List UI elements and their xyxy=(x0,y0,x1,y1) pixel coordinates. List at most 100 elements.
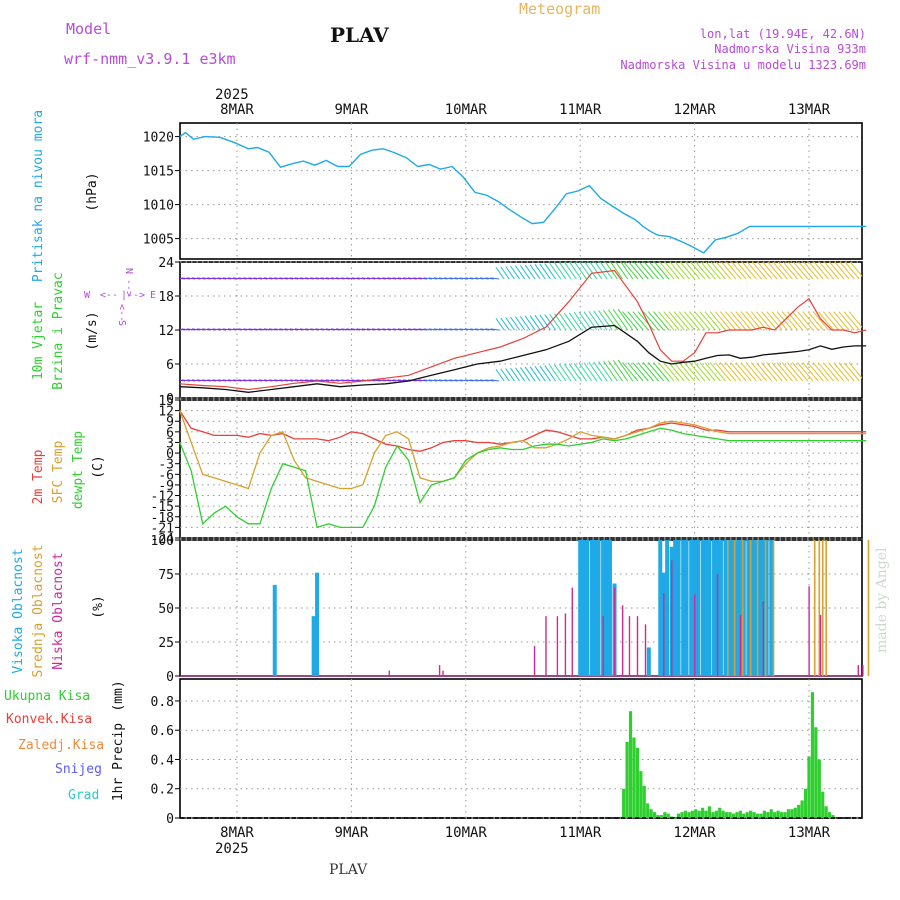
wind-arrow xyxy=(500,266,510,280)
wind-arrow xyxy=(642,311,659,331)
y-tick-label: 9 xyxy=(166,415,174,430)
wind-arrow xyxy=(475,277,484,280)
y-tick-label: 1010 xyxy=(143,199,174,214)
wind-arrow xyxy=(222,328,232,331)
wind-arrow xyxy=(817,311,834,331)
precip-bar xyxy=(773,812,777,818)
precip-bar xyxy=(779,812,784,818)
precip-bar xyxy=(728,812,732,818)
high-cloud-bar xyxy=(578,540,583,676)
wind-arrow xyxy=(534,264,546,280)
model-name: wrf-nmm_v3.9.1 e3km xyxy=(64,50,236,68)
precip-bar xyxy=(652,812,657,818)
low-cloud-bar xyxy=(613,587,616,676)
wind-arrow xyxy=(480,328,489,331)
wind-arrow xyxy=(695,262,711,280)
wind-arrow xyxy=(181,277,191,280)
wind-arrow xyxy=(715,262,732,280)
wind-arrow xyxy=(346,328,355,331)
wind-arrow xyxy=(761,362,778,382)
wind-arrow xyxy=(844,262,860,280)
wind-arrow xyxy=(710,262,726,280)
wind-arrow xyxy=(284,277,294,280)
wind-arrow xyxy=(269,277,278,280)
wind-arrow xyxy=(336,277,345,280)
wind-arrow xyxy=(341,277,350,280)
wind-arrow xyxy=(607,309,623,331)
wind-arrow xyxy=(341,379,350,382)
mid-cloud-bar xyxy=(764,540,767,676)
wind-arrow xyxy=(786,362,804,382)
wind-arrow xyxy=(673,362,690,382)
wind-arrow xyxy=(418,328,427,331)
mid-cloud-bar xyxy=(749,540,752,676)
mid-cloud-bar xyxy=(825,540,827,676)
wind-arrow xyxy=(720,262,737,280)
wind-arrow xyxy=(689,311,706,331)
wind-arrow xyxy=(817,362,834,382)
wind-arrow xyxy=(480,379,489,382)
cloud-unit: (%) xyxy=(91,595,106,618)
wind-arrow xyxy=(604,262,618,280)
precip-bar xyxy=(735,812,739,818)
precip-bar xyxy=(738,810,742,818)
mid-cloud-bar xyxy=(772,540,775,676)
wind-arrow xyxy=(475,328,484,331)
wind-arrow xyxy=(500,368,510,382)
wind-arrow xyxy=(638,262,654,280)
wind-arrow xyxy=(529,366,541,382)
wind-arrow xyxy=(529,264,541,280)
wind-arrow xyxy=(505,317,515,331)
precip-bar xyxy=(628,711,633,818)
wind-arrow xyxy=(366,277,376,280)
precip-bar xyxy=(731,813,736,818)
wind-arrow xyxy=(372,277,381,280)
high-cloud-bar xyxy=(769,540,774,676)
wind-arrow xyxy=(678,362,695,382)
wind-arrow xyxy=(822,362,840,382)
wind-arrow xyxy=(615,262,629,280)
wind-arrow xyxy=(305,277,314,280)
wind-arrow xyxy=(573,363,587,382)
y-tick-label: -12 xyxy=(151,490,174,505)
wind-arrow xyxy=(663,362,680,382)
high-cloud-bar xyxy=(738,540,743,676)
wind-arrow xyxy=(315,277,325,280)
y-tick-label: 3 xyxy=(166,436,174,451)
wind-arrow xyxy=(284,328,294,331)
wind-arrow xyxy=(808,262,824,280)
wind-arrow xyxy=(490,379,500,382)
precip-bar xyxy=(687,812,691,818)
y-tick-label: 12 xyxy=(158,324,174,339)
wind-arrow xyxy=(330,379,340,382)
precip-bar xyxy=(821,791,825,818)
wind-arrow xyxy=(387,277,397,280)
wind-arrow xyxy=(637,311,654,331)
precip-bar xyxy=(632,737,636,818)
precip-bar xyxy=(725,812,729,818)
wind-arrow xyxy=(274,328,283,331)
lonlat: lon,lat (19.94E, 42.6N) xyxy=(700,27,866,41)
wind-arrow xyxy=(490,277,500,280)
chart-title: Meteogram xyxy=(519,0,600,18)
wind-arrow xyxy=(459,328,469,331)
panel-4: 0 0.2 0.4 0.6 0.8 xyxy=(151,678,863,827)
wind-arrow xyxy=(573,262,587,280)
wind-arrow xyxy=(263,379,273,382)
wind-arrow xyxy=(253,379,263,382)
wind-arrow xyxy=(648,262,665,280)
compass-arrow-up: --> xyxy=(123,279,134,297)
wind-arrow xyxy=(243,379,252,382)
low-cloud-bar xyxy=(438,665,441,676)
low-cloud-bar xyxy=(388,670,390,676)
wind-arrow xyxy=(382,379,391,382)
wind-arrow xyxy=(449,277,458,280)
high-cloud-bar xyxy=(726,540,731,676)
wind-arrow xyxy=(563,262,577,280)
low-cloud-bar xyxy=(644,624,647,676)
elevation: Nadmorska Visina 933m xyxy=(714,42,866,56)
wind-arrow xyxy=(202,379,211,382)
wind-arrow xyxy=(356,277,366,280)
y-tick-label: 1015 xyxy=(143,165,174,180)
wind-arrow xyxy=(222,379,232,382)
